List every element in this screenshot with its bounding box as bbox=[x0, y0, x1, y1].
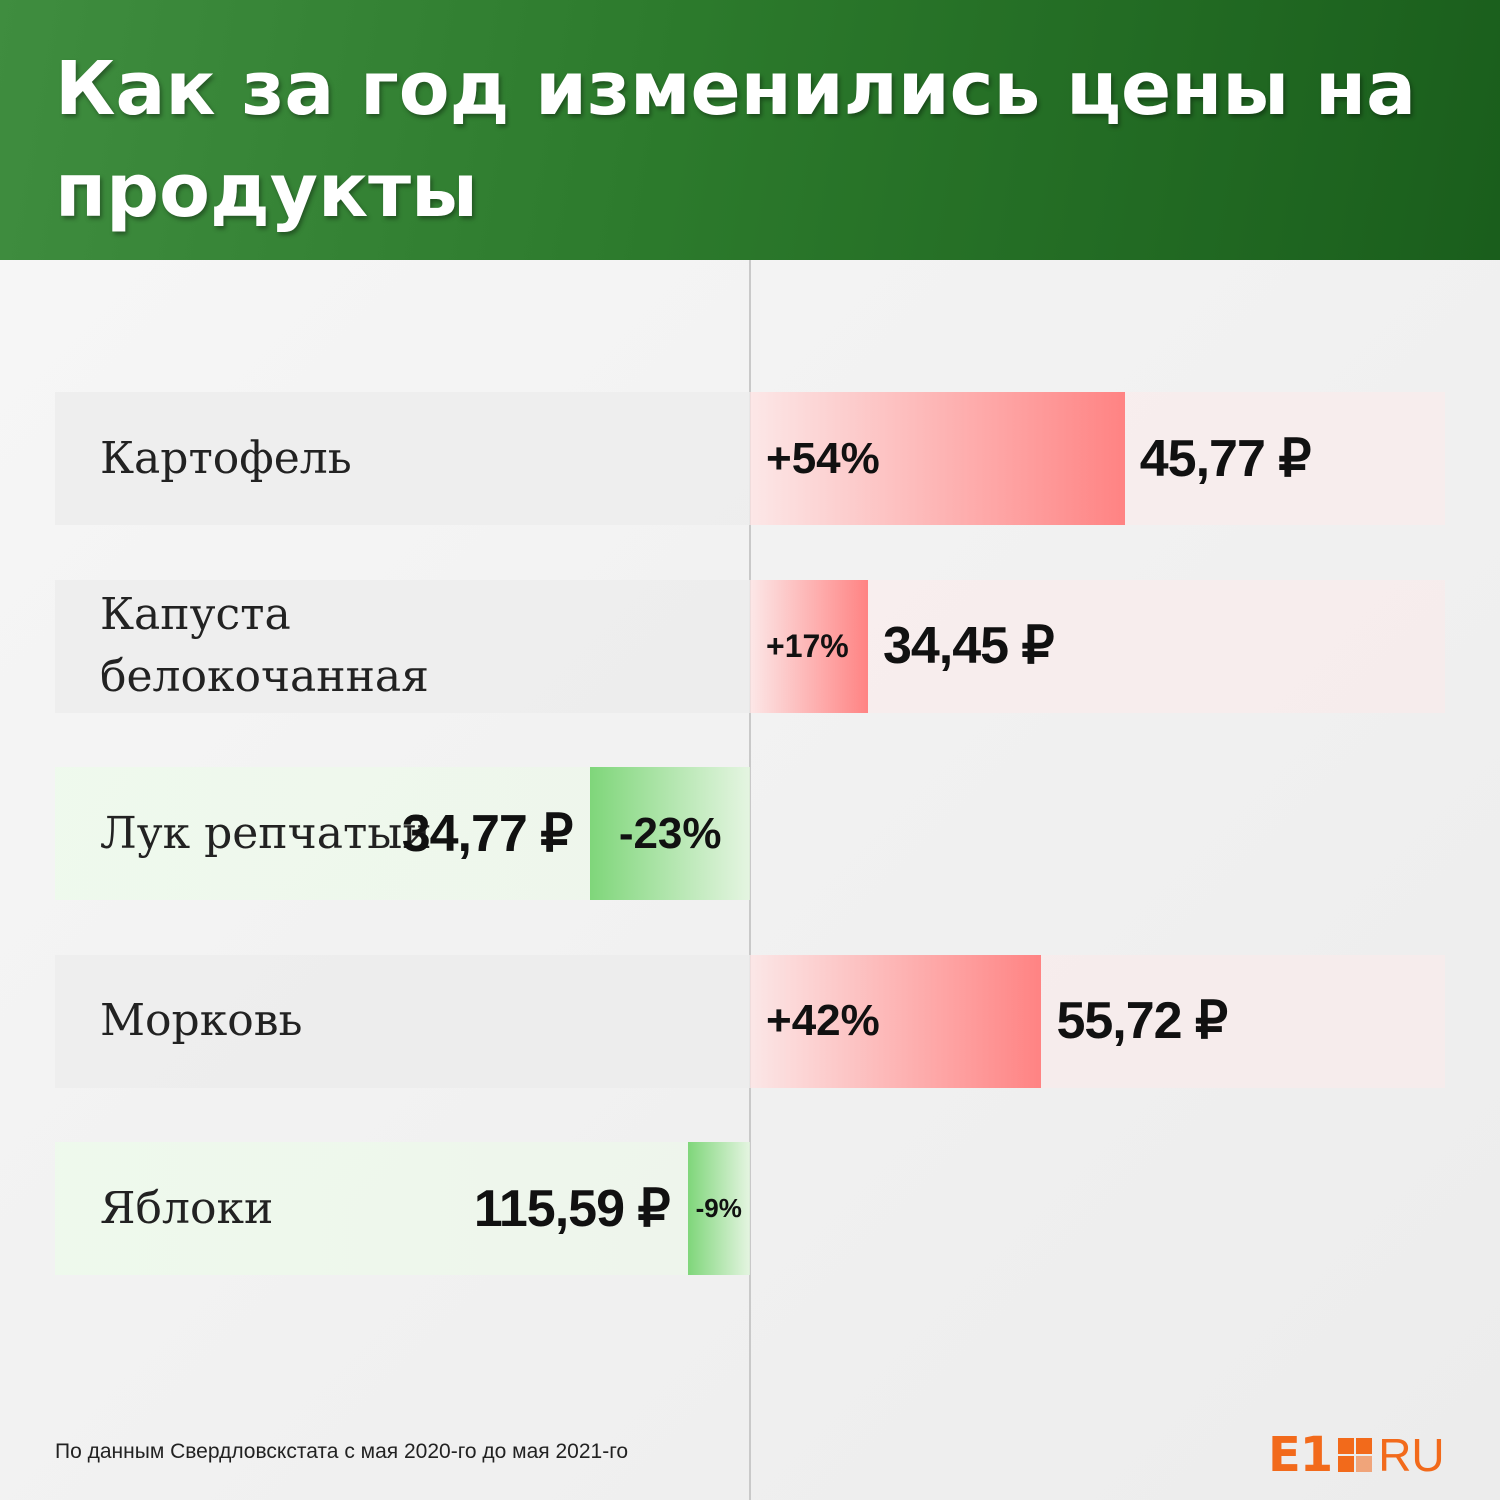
price-label: 115,59 ₽ bbox=[473, 1179, 671, 1238]
chart-row: Капуста белокочанная +17% 34,45 ₽ bbox=[0, 579, 1500, 713]
price-label: 55,72 ₽ bbox=[1056, 992, 1228, 1050]
category-label: Морковь bbox=[100, 995, 303, 1046]
category-label: Лук репчатый bbox=[100, 807, 432, 859]
percent-change-label: +54% bbox=[766, 433, 880, 483]
bar bbox=[750, 954, 1042, 1088]
row-background-left bbox=[55, 579, 750, 713]
chart-row: Картофель +54% 45,77 ₽ bbox=[0, 392, 1500, 525]
percent-change-label: -23% bbox=[618, 808, 722, 858]
percent-change-label: +17% bbox=[766, 627, 849, 664]
row-background-left bbox=[55, 392, 750, 525]
category-label: Капуста белокочанная bbox=[100, 589, 429, 702]
bar bbox=[687, 1142, 750, 1275]
price-label: 34,77 ₽ bbox=[401, 804, 574, 863]
bar bbox=[750, 392, 1125, 525]
header-banner: Как за год изменились цены на продукты bbox=[0, 0, 1500, 260]
percent-change-label: -9% bbox=[695, 1193, 742, 1223]
page-title: Как за год изменились цены на продукты bbox=[55, 46, 1417, 234]
category-label: Яблоки bbox=[100, 1182, 274, 1234]
source-note: По данным Свердловскстата с мая 2020-го … bbox=[55, 1440, 629, 1463]
row-background-left bbox=[55, 954, 750, 1088]
category-label: Картофель bbox=[100, 432, 352, 484]
e1-logo: E1 RU bbox=[1268, 1427, 1445, 1483]
logo-e1-text: E1 bbox=[1268, 1427, 1333, 1483]
price-label: 45,77 ₽ bbox=[1139, 429, 1312, 488]
percent-change-label: +42% bbox=[766, 996, 880, 1045]
price-label: 34,45 ₽ bbox=[882, 617, 1055, 675]
chart-row: Яблоки -9% 115,59 ₽ bbox=[0, 1142, 1500, 1275]
row-background bbox=[55, 1142, 750, 1275]
bar bbox=[750, 579, 868, 713]
logo-ru-text: RU bbox=[1378, 1429, 1445, 1481]
zero-axis-line bbox=[749, 260, 751, 1500]
bar bbox=[590, 767, 750, 900]
logo-squares-icon bbox=[1338, 1438, 1373, 1472]
chart-row: Лук репчатый -23% 34,77 ₽ bbox=[0, 767, 1500, 900]
chart-row: Морковь +42% 55,72 ₽ bbox=[0, 954, 1500, 1088]
